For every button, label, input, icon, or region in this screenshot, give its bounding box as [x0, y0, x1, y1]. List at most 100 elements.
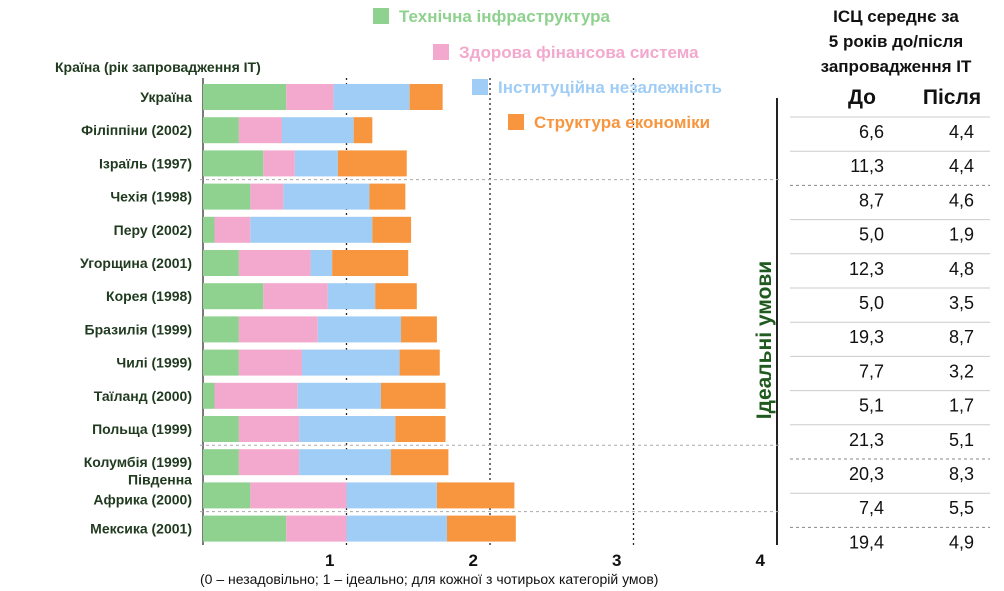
- y-axis-title: Країна (рік запровадження ІТ): [55, 59, 261, 75]
- category-label-4: Перу (2002): [114, 222, 192, 238]
- table-before-1: 11,3: [850, 156, 884, 176]
- bar-1-series-0: [203, 117, 239, 144]
- bar-4-series-1: [214, 216, 251, 243]
- bar-3-series-0: [203, 183, 251, 210]
- bar-7-series-0: [203, 316, 239, 343]
- bar-2-series-2: [294, 150, 338, 177]
- table-before-2: 8,7: [859, 190, 884, 210]
- table-before-5: 5,0: [859, 293, 884, 313]
- bar-0-series-0: [203, 84, 287, 110]
- bar-11-series-0: [203, 449, 239, 476]
- bar-11-series-1: [238, 449, 300, 476]
- bar-11-series-2: [299, 449, 391, 476]
- bar-8-series-3: [399, 349, 440, 376]
- category-label-7: Бразилія (1999): [85, 321, 192, 337]
- bar-1-series-3: [353, 117, 373, 144]
- table-after-5: 3,5: [949, 293, 974, 313]
- bar-12-series-0: [203, 482, 251, 509]
- table-before-11: 7,4: [859, 498, 884, 518]
- bar-9-series-3: [380, 382, 446, 409]
- icc-table: ІСЦ середнє за 5 років до/після запровад…: [790, 7, 990, 552]
- table-after-1: 4,4: [949, 156, 974, 176]
- table-after-3: 1,9: [949, 225, 974, 245]
- bar-3-series-2: [283, 183, 370, 210]
- category-label-1: Філіппіни (2002): [81, 122, 192, 138]
- table-before-0: 6,6: [859, 122, 884, 142]
- bar-9-series-1: [214, 382, 298, 409]
- category-label-3: Чехія (1998): [110, 189, 192, 205]
- table-after-7: 3,2: [949, 361, 974, 381]
- bar-13-series-2: [346, 515, 447, 542]
- table-before-3: 5,0: [859, 225, 884, 245]
- category-label-8: Чилі (1999): [116, 355, 192, 371]
- bar-7-series-2: [317, 316, 402, 343]
- legend-swatch-2: [472, 79, 488, 95]
- x-tick-3: 3: [612, 551, 621, 570]
- bar-3-series-1: [250, 183, 284, 210]
- bar-0-series-1: [286, 84, 334, 110]
- category-label-10: Польща (1999): [92, 421, 192, 437]
- bar-8-series-0: [203, 349, 239, 376]
- bar-6-series-3: [375, 283, 417, 310]
- bar-0-series-2: [333, 84, 410, 110]
- legend-label-3: Структура економіки: [534, 113, 710, 132]
- bar-10-series-3: [395, 416, 446, 442]
- table-title-line-3: запровадження ІТ: [821, 57, 972, 76]
- category-label-13: Мексика (2001): [90, 521, 192, 537]
- category-label-2: Ізраїль (1997): [99, 155, 192, 171]
- bar-9-series-2: [297, 382, 381, 409]
- category-label-12: Південна Африка (2000): [93, 471, 192, 507]
- bar-13-series-1: [286, 515, 347, 542]
- table-rows: 6,6 4,4 11,3 4,4 8,7 4,6 5,0 1,9 12,3 4,8 5,0 3,5 19…: [790, 116, 990, 552]
- bar-4-series-3: [372, 216, 412, 243]
- table-title-line-2: 5 років до/після: [829, 32, 963, 51]
- bar-3-series-3: [369, 183, 406, 210]
- legend: Технічна інфраструктура Здорова фінансова…: [373, 7, 722, 132]
- table-after-4: 4,8: [949, 259, 974, 279]
- table-before-7: 7,7: [859, 361, 884, 381]
- bar-13-series-3: [446, 515, 516, 542]
- bar-2-series-0: [203, 150, 264, 177]
- bar-5-series-2: [310, 250, 333, 276]
- table-after-11: 5,5: [949, 498, 974, 518]
- table-before-8: 5,1: [859, 396, 884, 416]
- bar-1-series-2: [281, 117, 354, 144]
- legend-swatch-3: [508, 114, 524, 130]
- category-labels: Україна Філіппіни (2002) Ізраїль (1997) Чех…: [80, 89, 192, 537]
- x-axis-note: (0 – незадовільно; 1 – ідеально; для кож…: [200, 571, 658, 587]
- table-before-10: 20,3: [849, 464, 884, 484]
- bar-1-series-1: [238, 117, 282, 144]
- legend-swatch-0: [373, 8, 389, 24]
- legend-label-1: Здорова фінансова система: [459, 43, 699, 62]
- bar-12-series-1: [250, 482, 347, 509]
- bar-8-series-1: [238, 349, 303, 376]
- table-after-10: 8,3: [949, 464, 974, 484]
- x-tick-labels: 1 2 3 4: [325, 551, 766, 570]
- category-label-9: Таїланд (2000): [94, 388, 192, 404]
- table-after-12: 4,9: [949, 532, 974, 552]
- bar-12-series-2: [346, 482, 437, 509]
- table-header-before: До: [848, 86, 876, 109]
- bar-13-series-0: [203, 515, 287, 542]
- ideal-conditions-label: Ідеальні умови: [753, 261, 776, 419]
- x-tick-2: 2: [469, 551, 478, 570]
- table-after-8: 1,7: [949, 396, 974, 416]
- table-after-0: 4,4: [949, 122, 974, 142]
- bar-11-series-3: [390, 449, 449, 476]
- category-label-0: Україна: [140, 89, 192, 105]
- category-label-5: Угорщина (2001): [80, 255, 192, 271]
- bar-7-series-1: [238, 316, 318, 343]
- bar-10-series-1: [238, 416, 300, 442]
- bar-10-series-0: [203, 416, 239, 442]
- bar-6-series-2: [327, 283, 376, 310]
- category-label-11: Колумбія (1999): [84, 454, 192, 470]
- table-before-6: 19,3: [849, 327, 884, 347]
- table-title-line-1: ІСЦ середнє за: [833, 7, 959, 26]
- table-after-6: 8,7: [949, 327, 974, 347]
- x-tick-1: 1: [325, 551, 334, 570]
- bar-7-series-3: [401, 316, 437, 343]
- bar-8-series-2: [302, 349, 400, 376]
- bars-group: [203, 84, 516, 542]
- bar-5-series-0: [203, 250, 239, 276]
